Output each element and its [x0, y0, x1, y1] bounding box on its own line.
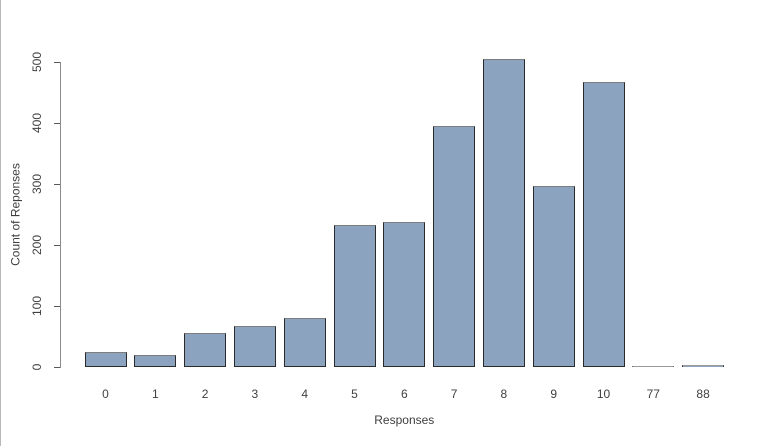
bar-77 [632, 366, 675, 368]
bar-6 [383, 221, 426, 367]
bar-3 [233, 325, 276, 367]
bar-5 [333, 225, 376, 367]
x-tick-label-6: 6 [400, 387, 408, 401]
y-tick-label: 200 [30, 234, 44, 256]
y-tick-label: 300 [30, 173, 44, 195]
x-tick-label-0: 0 [102, 387, 109, 401]
x-tick-label-7: 7 [450, 387, 458, 401]
window-edge-line [0, 0, 1, 446]
y-axis-line [60, 62, 61, 368]
y-tick-label: 400 [30, 112, 44, 134]
x-tick-label-9: 9 [550, 387, 558, 401]
bar-2 [184, 333, 227, 367]
x-tick-label-4: 4 [301, 387, 309, 401]
bar-10 [582, 81, 625, 367]
x-tick-label-8: 8 [500, 387, 508, 401]
bar-7 [433, 126, 476, 367]
bar-4 [283, 318, 326, 367]
bar-9 [532, 186, 575, 367]
y-tick-mark [54, 367, 60, 368]
y-tick-label: 100 [30, 295, 44, 317]
y-tick-mark [54, 245, 60, 246]
bar-8 [482, 58, 525, 367]
y-tick-mark [54, 62, 60, 63]
y-tick-mark [54, 184, 60, 185]
y-axis-title: Count of Reponses [8, 163, 23, 266]
y-tick-label: 0 [30, 363, 44, 371]
x-tick-label-1: 1 [151, 387, 159, 401]
bar-1 [134, 354, 177, 367]
x-tick-label-5: 5 [351, 387, 358, 401]
x-tick-label-77: 77 [646, 387, 660, 401]
x-tick-label-3: 3 [251, 387, 259, 401]
bar-88 [682, 364, 725, 367]
x-tick-label-88: 88 [696, 387, 710, 401]
y-tick-mark [54, 123, 60, 124]
y-tick-label: 500 [30, 51, 44, 73]
x-axis-title: Responses [374, 413, 435, 427]
x-tick-label-2: 2 [201, 387, 209, 401]
x-tick-label-10: 10 [596, 387, 611, 401]
bar-0 [84, 351, 127, 367]
y-tick-mark [54, 306, 60, 307]
